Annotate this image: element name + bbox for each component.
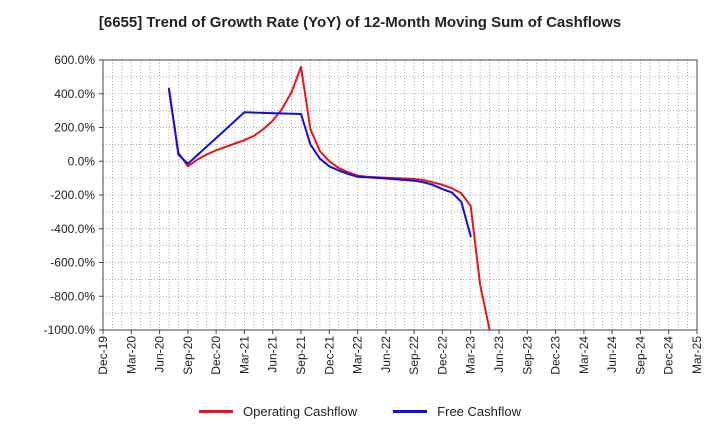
y-tick-label: 0.0% [68,154,96,168]
x-tick-label: Jun-24 [605,336,619,373]
operating-cashflow-line [168,65,491,331]
x-tick-label: Sep-23 [520,336,534,375]
y-tick-label: -800.0% [50,289,95,303]
legend-swatch-operating [199,410,233,413]
x-tick-label: Sep-21 [294,336,308,375]
legend-item-operating-cashflow: Operating Cashflow [199,404,357,419]
y-tick-label: 600.0% [54,53,95,67]
x-tick-label: Dec-19 [96,336,110,375]
free-cashflow-line [168,87,472,238]
x-tick-label: Mar-20 [124,336,138,374]
x-tick-label: Dec-23 [549,336,563,375]
x-tick-label: Jun-23 [492,336,506,373]
x-tick-label: Mar-25 [690,336,704,374]
legend-item-free-cashflow: Free Cashflow [393,404,521,419]
x-tick-label: Mar-21 [237,336,251,374]
tick-labels: 600.0% 400.0% 200.0% 0.0% -200.0% -400.0% -600… [44,53,704,375]
x-tick-label: Mar-23 [464,336,478,374]
x-tick-label: Jun-22 [379,336,393,373]
axes [99,59,698,334]
x-tick-label: Dec-22 [435,336,449,375]
x-tick-label: Sep-22 [407,336,421,375]
x-tick-label: Dec-24 [662,336,676,375]
x-tick-label: Mar-22 [351,336,365,374]
series-lines [168,65,491,331]
y-tick-label: -200.0% [50,188,95,202]
x-tick-label: Jun-21 [266,336,280,373]
x-tick-label: Jun-20 [153,336,167,373]
y-tick-label: -400.0% [50,222,95,236]
x-tick-label: Dec-21 [322,336,336,375]
legend-swatch-free [393,410,428,413]
y-tick-label: -1000.0% [44,323,96,337]
legend: Operating Cashflow Free Cashflow [0,404,720,419]
y-tick-label: -600.0% [50,256,95,270]
y-tick-label: 200.0% [54,121,95,135]
x-tick-label: Sep-20 [181,336,195,375]
x-tick-label: Mar-24 [577,336,591,374]
x-tick-label: Sep-24 [633,336,647,375]
x-tick-label: Dec-20 [209,336,223,375]
legend-label-operating: Operating Cashflow [243,404,358,419]
chart-title: [6655] Trend of Growth Rate (YoY) of 12-… [98,14,622,31]
y-tick-label: 400.0% [54,87,95,101]
legend-label-free: Free Cashflow [437,404,521,419]
gridlines [102,59,698,331]
